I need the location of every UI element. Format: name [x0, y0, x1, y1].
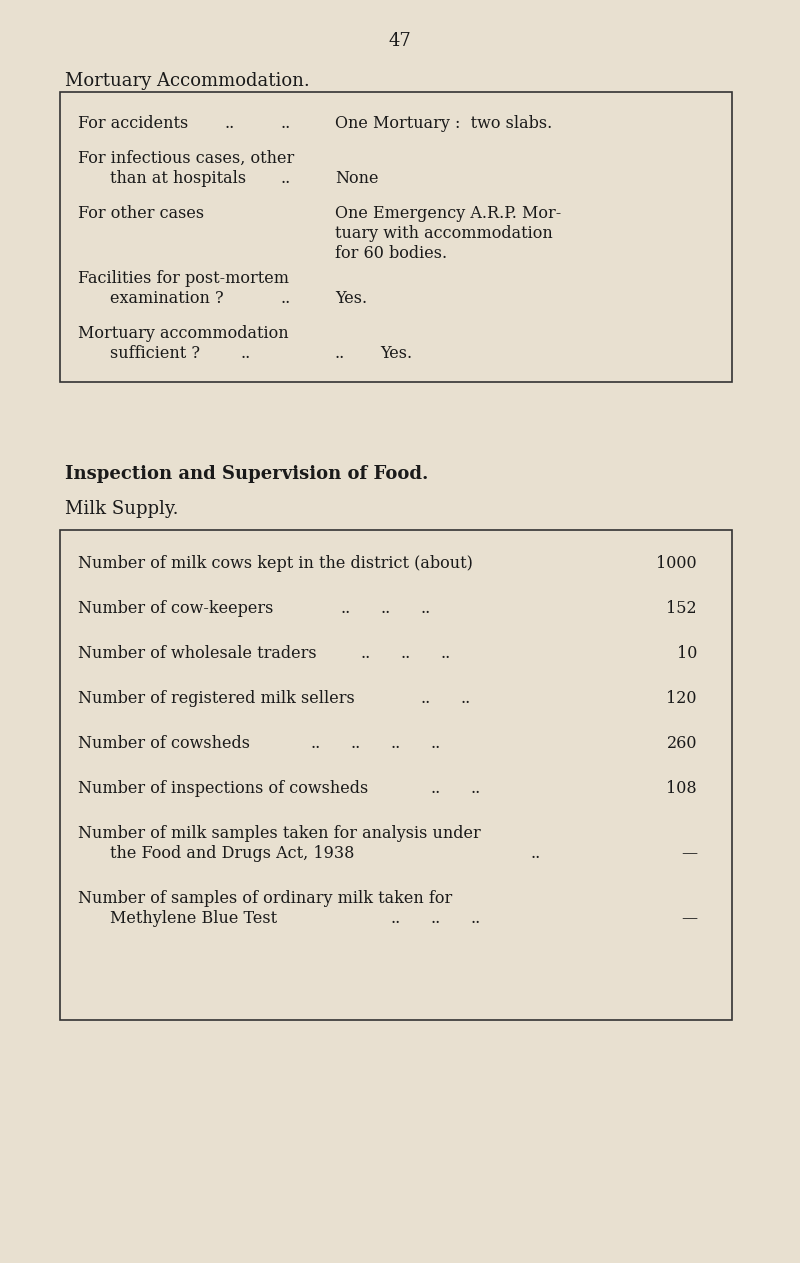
- Text: Number of registered milk sellers: Number of registered milk sellers: [78, 690, 354, 707]
- Text: ..: ..: [280, 290, 290, 307]
- Text: ..: ..: [460, 690, 470, 707]
- Text: 47: 47: [389, 32, 411, 51]
- Text: ..: ..: [530, 845, 540, 863]
- Text: ..: ..: [340, 600, 350, 618]
- Text: ..: ..: [335, 345, 346, 362]
- Text: sufficient ?: sufficient ?: [110, 345, 200, 362]
- Text: ..: ..: [430, 911, 440, 927]
- Text: ..: ..: [470, 781, 480, 797]
- Text: —: —: [681, 845, 697, 863]
- Text: Inspection and Supervision of Food.: Inspection and Supervision of Food.: [65, 465, 428, 482]
- Text: Milk Supply.: Milk Supply.: [65, 500, 178, 518]
- Text: 260: 260: [666, 735, 697, 751]
- Text: Yes.: Yes.: [335, 290, 367, 307]
- Text: ..: ..: [390, 735, 400, 751]
- Text: For infectious cases, other: For infectious cases, other: [78, 150, 294, 167]
- Text: ..: ..: [280, 171, 290, 187]
- Text: Number of samples of ordinary milk taken for: Number of samples of ordinary milk taken…: [78, 890, 452, 907]
- Text: Methylene Blue Test: Methylene Blue Test: [110, 911, 277, 927]
- Text: ..: ..: [400, 645, 410, 662]
- Text: 10: 10: [677, 645, 697, 662]
- Text: the Food and Drugs Act, 1938: the Food and Drugs Act, 1938: [110, 845, 354, 863]
- Text: ..: ..: [420, 600, 430, 618]
- Text: One Mortuary :  two slabs.: One Mortuary : two slabs.: [335, 115, 552, 133]
- Text: Mortuary accommodation: Mortuary accommodation: [78, 325, 289, 342]
- Text: For other cases: For other cases: [78, 205, 204, 222]
- Text: ..: ..: [225, 115, 235, 133]
- Text: examination ?: examination ?: [110, 290, 224, 307]
- Text: Mortuary Accommodation.: Mortuary Accommodation.: [65, 72, 310, 90]
- Text: tuary with accommodation: tuary with accommodation: [335, 225, 553, 242]
- Text: None: None: [335, 171, 378, 187]
- Text: ..: ..: [360, 645, 370, 662]
- Text: ..: ..: [470, 911, 480, 927]
- Text: than at hospitals: than at hospitals: [110, 171, 246, 187]
- Text: ..: ..: [350, 735, 360, 751]
- Text: Yes.: Yes.: [380, 345, 412, 362]
- Text: Facilities for post-mortem: Facilities for post-mortem: [78, 270, 289, 287]
- Text: ..: ..: [430, 735, 440, 751]
- Text: 108: 108: [666, 781, 697, 797]
- Text: ..: ..: [440, 645, 450, 662]
- Text: One Emergency A.R.P. Mor-: One Emergency A.R.P. Mor-: [335, 205, 562, 222]
- Text: ..: ..: [430, 781, 440, 797]
- Text: ..: ..: [420, 690, 430, 707]
- Text: —: —: [681, 911, 697, 927]
- Text: ..: ..: [380, 600, 390, 618]
- Text: 1000: 1000: [656, 554, 697, 572]
- Text: For accidents: For accidents: [78, 115, 188, 133]
- Text: ..: ..: [310, 735, 320, 751]
- Text: Number of milk cows kept in the district (about): Number of milk cows kept in the district…: [78, 554, 473, 572]
- Text: 152: 152: [666, 600, 697, 618]
- Text: Number of inspections of cowsheds: Number of inspections of cowsheds: [78, 781, 368, 797]
- Text: Number of milk samples taken for analysis under: Number of milk samples taken for analysi…: [78, 825, 481, 842]
- Text: for 60 bodies.: for 60 bodies.: [335, 245, 447, 261]
- Text: ..: ..: [390, 911, 400, 927]
- Text: ..: ..: [240, 345, 250, 362]
- Text: Number of cow-keepers: Number of cow-keepers: [78, 600, 274, 618]
- Text: Number of cowsheds: Number of cowsheds: [78, 735, 250, 751]
- Text: 120: 120: [666, 690, 697, 707]
- Text: Number of wholesale traders: Number of wholesale traders: [78, 645, 317, 662]
- Text: ..: ..: [280, 115, 290, 133]
